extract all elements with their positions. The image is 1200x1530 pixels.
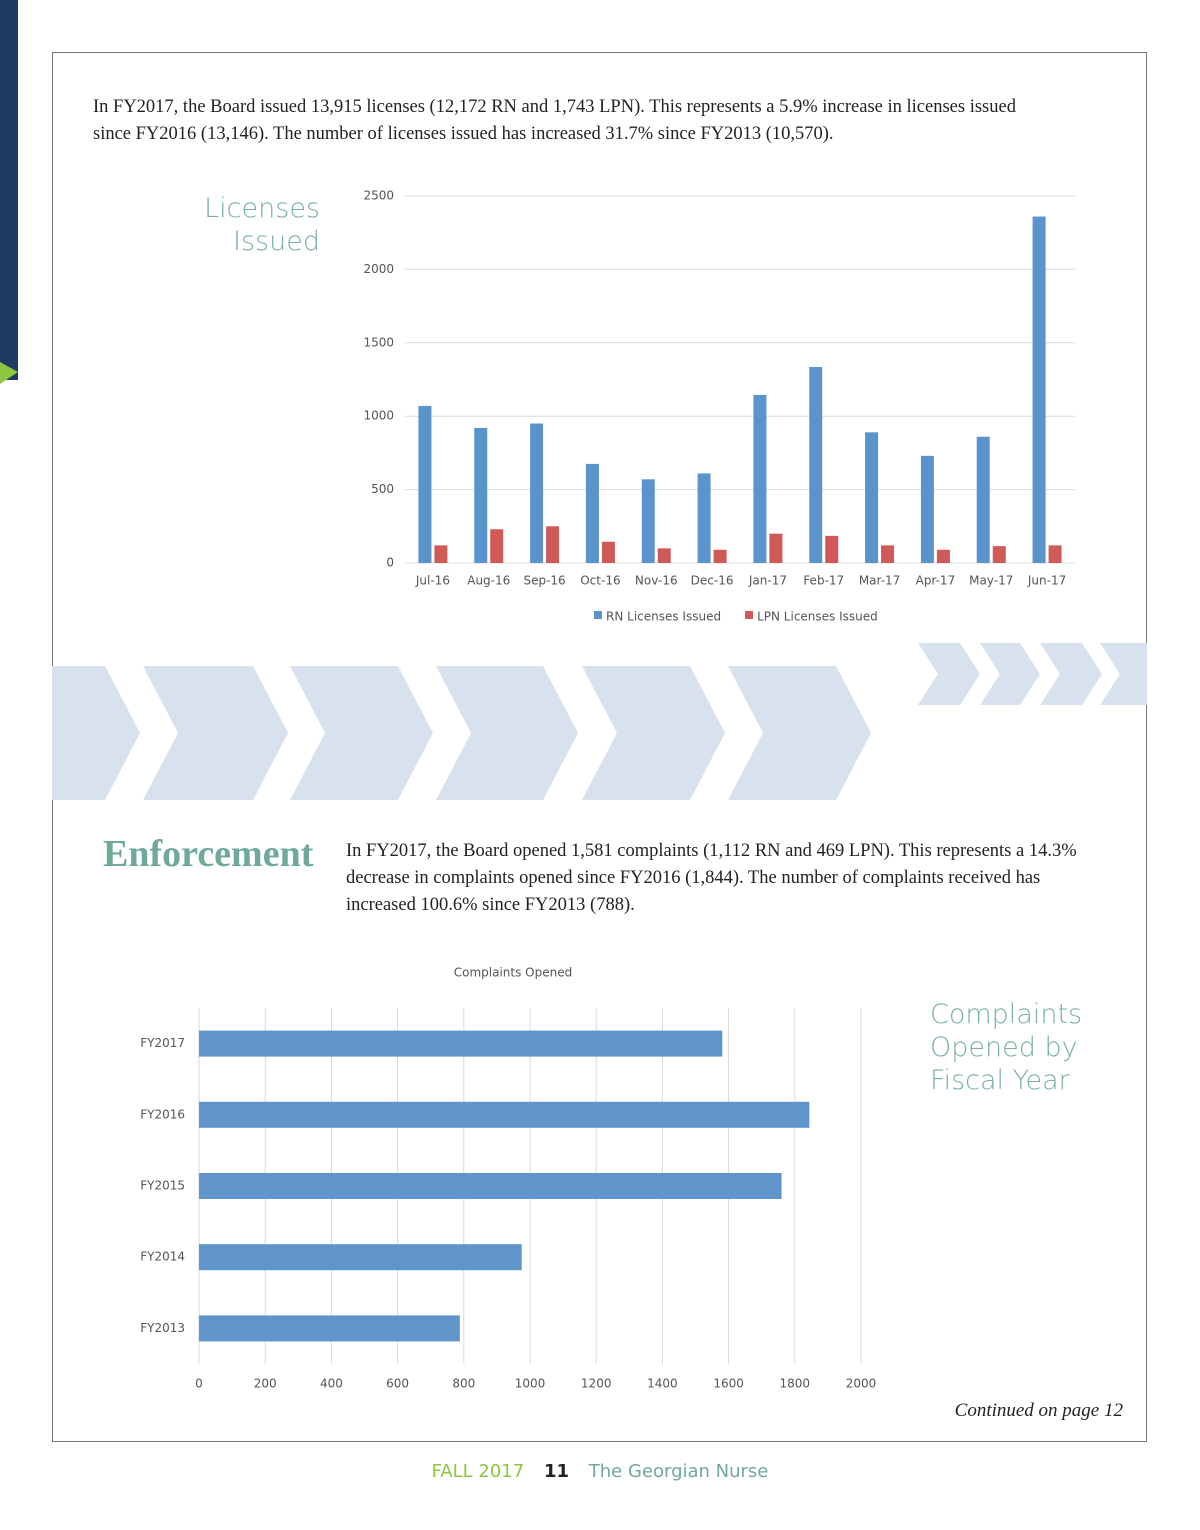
section-heading: Enforcement <box>103 833 314 875</box>
y-tick-label: FY2013 <box>140 1321 185 1335</box>
bar <box>199 1101 810 1128</box>
chart-title: Complaints Opened <box>454 966 572 980</box>
bar <box>199 1030 723 1057</box>
y-tick-label: 1000 <box>363 409 394 423</box>
y-tick-label: FY2017 <box>140 1036 185 1050</box>
x-tick-label: 400 <box>320 1377 343 1391</box>
y-tick-label: 0 <box>386 556 394 570</box>
side-label: Complaints Opened by Fiscal Year <box>930 999 1083 1096</box>
footer-publication: The Georgian Nurse <box>588 1461 769 1482</box>
y-tick-label: FY2014 <box>140 1250 185 1264</box>
bar <box>434 545 448 563</box>
y-tick-label: 2500 <box>363 189 394 203</box>
legend-swatch <box>745 611 754 619</box>
footer: FALL 2017 11 The Georgian Nurse <box>0 1461 1200 1482</box>
x-tick-label: Jan-17 <box>748 574 787 588</box>
bar <box>697 473 711 563</box>
x-tick-label: Sep-16 <box>523 574 565 588</box>
x-tick-label: 1200 <box>581 1377 612 1391</box>
bar <box>769 533 783 563</box>
x-tick-label: Jun-17 <box>1027 574 1066 588</box>
y-tick-label: 2000 <box>363 262 394 276</box>
bar <box>601 541 615 563</box>
bar <box>474 427 488 563</box>
chevron-band <box>52 643 1147 800</box>
footer-issue: FALL 2017 <box>431 1461 525 1482</box>
x-tick-label: Apr-17 <box>916 574 956 588</box>
x-tick-label: Jul-16 <box>415 574 450 588</box>
bar <box>418 405 432 563</box>
x-tick-label: 0 <box>195 1377 203 1391</box>
intro-text: In FY2017, the Board issued 13,915 licen… <box>93 97 1016 144</box>
bar <box>546 526 560 563</box>
bar <box>992 546 1006 563</box>
x-tick-label: Nov-16 <box>635 574 678 588</box>
legend-label: LPN Licenses Issued <box>757 610 878 624</box>
x-tick-label: 200 <box>254 1377 277 1391</box>
bar <box>809 367 823 563</box>
bar <box>199 1244 522 1271</box>
y-tick-label: FY2016 <box>140 1107 185 1121</box>
bar <box>530 423 544 563</box>
edge-accent <box>0 362 18 384</box>
bar <box>865 432 879 563</box>
bar <box>976 436 990 563</box>
bar <box>920 455 934 563</box>
bar <box>825 535 839 563</box>
y-tick-label: 1500 <box>363 335 394 349</box>
y-tick-label: 500 <box>371 482 394 496</box>
continued-note: Continued on page 12 <box>954 1400 1123 1421</box>
legend-swatch <box>594 611 602 619</box>
x-tick-label: 1600 <box>713 1377 744 1391</box>
x-tick-label: May-17 <box>969 574 1013 588</box>
bar <box>881 545 895 563</box>
bar <box>1032 216 1046 563</box>
bar <box>490 529 504 563</box>
x-tick-label: 800 <box>452 1377 475 1391</box>
bar <box>199 1315 460 1342</box>
edge-image <box>0 0 18 380</box>
x-tick-label: 1400 <box>647 1377 678 1391</box>
bar <box>936 549 950 563</box>
bar <box>1048 545 1062 563</box>
bar <box>713 549 727 563</box>
x-tick-label: 600 <box>386 1377 409 1391</box>
x-tick-label: Dec-16 <box>691 574 734 588</box>
enforcement-text: In FY2017, the Board opened 1,581 compla… <box>346 841 1077 915</box>
legend-label: RN Licenses Issued <box>606 610 721 624</box>
bar <box>657 548 671 563</box>
x-tick-label: Mar-17 <box>859 574 900 588</box>
x-tick-label: Aug-16 <box>467 574 510 588</box>
x-tick-label: 1000 <box>515 1377 546 1391</box>
x-tick-label: Oct-16 <box>580 574 620 588</box>
y-tick-label: FY2015 <box>140 1179 185 1193</box>
x-tick-label: Feb-17 <box>803 574 844 588</box>
chart-title: Licenses Issued <box>204 193 320 257</box>
x-tick-label: 2000 <box>846 1377 877 1391</box>
bar <box>641 479 655 563</box>
footer-page: 11 <box>543 1461 570 1482</box>
bar <box>585 463 599 563</box>
bar <box>199 1173 782 1199</box>
x-tick-label: 1800 <box>780 1377 811 1391</box>
bar <box>753 394 767 563</box>
